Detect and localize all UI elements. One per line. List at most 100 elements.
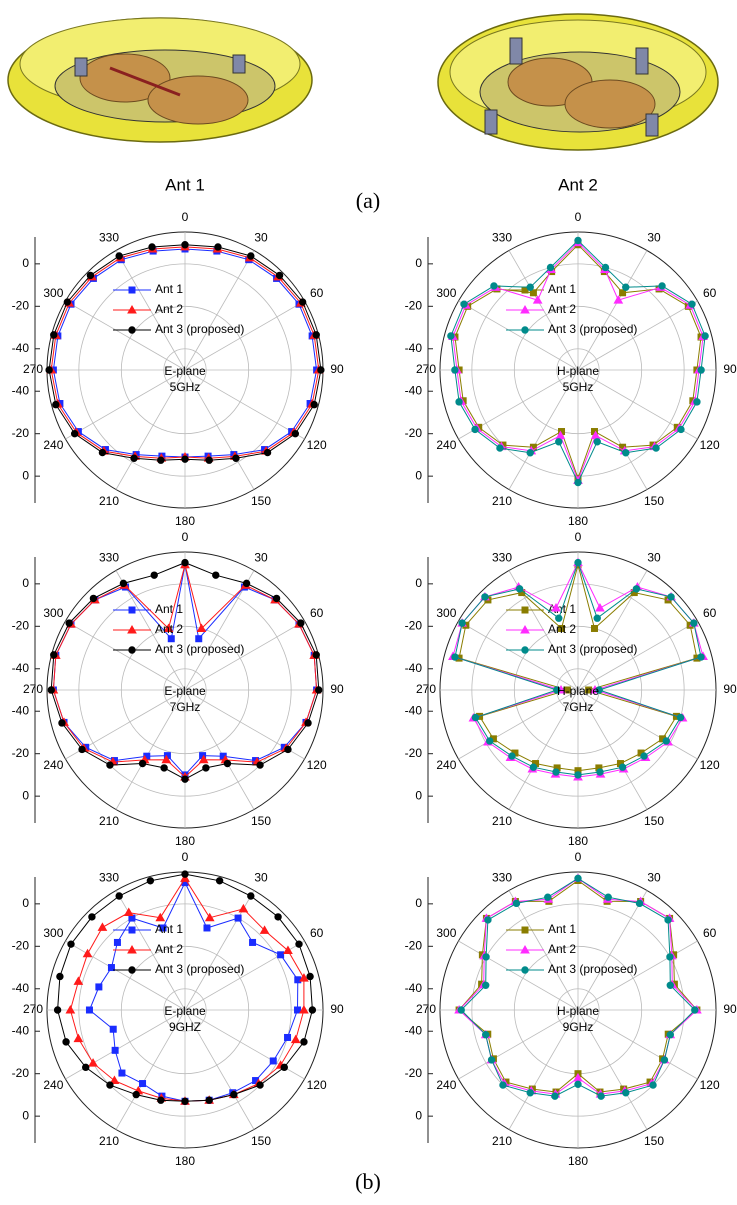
marker — [636, 900, 642, 906]
marker — [98, 923, 106, 930]
marker — [594, 615, 600, 621]
radial-tick-label: -20 — [12, 298, 30, 312]
angle-label: 30 — [254, 551, 268, 565]
marker — [516, 586, 522, 592]
angle-label: 240 — [436, 438, 456, 452]
marker — [691, 620, 697, 626]
angle-label: 150 — [251, 1134, 271, 1148]
polar-chart: 030609012015018021024027030033000-20-20-… — [12, 210, 344, 528]
legend-label: Ant 1 — [155, 922, 183, 936]
post — [636, 48, 648, 74]
marker — [491, 283, 497, 289]
annotation: 9GHZ — [169, 1020, 201, 1034]
marker — [215, 244, 221, 250]
radial-tick-label: -40 — [405, 1023, 423, 1037]
radial-tick-label: 0 — [22, 788, 29, 802]
marker — [182, 559, 188, 565]
marker — [285, 746, 291, 752]
marker — [213, 572, 219, 578]
post — [510, 38, 522, 64]
annotation: H-plane — [557, 684, 599, 698]
angle-label: 180 — [175, 1154, 195, 1168]
marker — [298, 620, 304, 626]
angle-label: 210 — [99, 494, 119, 508]
series-line — [90, 883, 298, 1102]
radial-tick-label: -20 — [405, 746, 423, 760]
marker — [129, 967, 135, 973]
marker — [623, 284, 629, 290]
marker — [107, 1082, 113, 1088]
marker — [168, 636, 174, 642]
antenna-1-render — [8, 18, 312, 142]
angle-label: 120 — [700, 1078, 720, 1092]
marker — [698, 367, 704, 373]
marker — [86, 1007, 92, 1013]
marker — [316, 687, 322, 693]
radial-tick-label: -20 — [405, 1066, 423, 1080]
marker — [677, 714, 683, 720]
angle-label: 330 — [99, 231, 119, 245]
series-line — [70, 878, 304, 1101]
legend-label: Ant 3 (proposed) — [548, 322, 637, 336]
radial-tick-label: 0 — [415, 896, 422, 910]
angle-label: 120 — [700, 758, 720, 772]
angle-label: 120 — [307, 438, 327, 452]
marker — [133, 1091, 139, 1097]
marker — [487, 738, 493, 744]
marker — [698, 654, 704, 660]
marker — [158, 1097, 164, 1103]
angle-label: 0 — [182, 850, 189, 864]
annotation: 5GHz — [563, 380, 594, 394]
marker — [292, 430, 298, 436]
angle-label: 60 — [703, 606, 717, 620]
marker — [119, 1070, 125, 1076]
marker — [665, 917, 671, 923]
marker — [48, 687, 54, 693]
marker — [594, 439, 600, 445]
marker — [663, 738, 669, 744]
marker — [139, 760, 145, 766]
marker — [552, 1093, 558, 1099]
marker — [129, 647, 135, 653]
marker — [54, 1007, 60, 1013]
marker — [74, 977, 82, 984]
marker — [472, 714, 478, 720]
annotation: E-plane — [164, 364, 206, 378]
marker — [131, 455, 137, 461]
marker — [623, 450, 629, 456]
marker — [597, 769, 603, 775]
marker — [575, 1081, 581, 1087]
marker — [509, 753, 515, 759]
post — [233, 55, 245, 73]
radial-tick-label: 0 — [415, 1108, 422, 1122]
angle-label: 210 — [492, 494, 512, 508]
marker — [125, 909, 133, 916]
grid-spoke — [578, 250, 647, 370]
angle-label: 180 — [568, 514, 588, 528]
marker — [233, 455, 239, 461]
angle-label: 0 — [575, 850, 582, 864]
marker — [68, 941, 74, 947]
grid-spoke — [458, 690, 578, 759]
marker — [661, 1057, 667, 1063]
legend-label: Ant 2 — [548, 942, 576, 956]
marker — [120, 580, 126, 586]
marker — [650, 1082, 656, 1088]
angle-label: 60 — [310, 286, 324, 300]
annotation: 5GHz — [170, 380, 201, 394]
marker — [488, 1057, 494, 1063]
marker — [483, 954, 489, 960]
marker — [257, 1082, 263, 1088]
marker — [285, 1034, 291, 1040]
marker — [313, 652, 319, 658]
marker — [522, 327, 528, 333]
marker — [299, 299, 305, 305]
marker — [694, 399, 700, 405]
angle-label: 0 — [182, 530, 189, 544]
angle-label: 150 — [251, 814, 271, 828]
radial-tick-label: -40 — [405, 981, 423, 995]
marker — [46, 367, 52, 373]
marker — [114, 939, 120, 945]
marker — [235, 915, 241, 921]
marker — [276, 272, 282, 278]
